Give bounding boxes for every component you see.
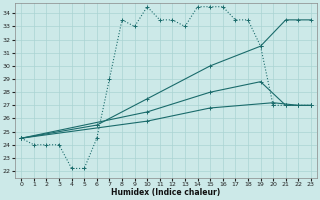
X-axis label: Humidex (Indice chaleur): Humidex (Indice chaleur) [111,188,221,197]
